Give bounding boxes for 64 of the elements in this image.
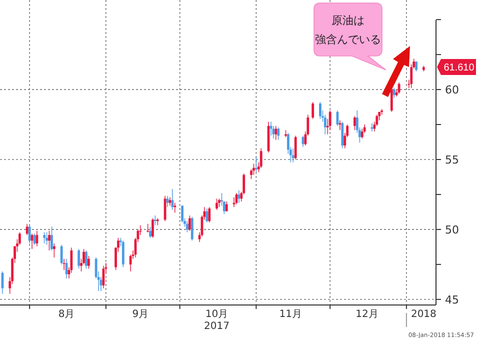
x-tick-label: 12月 <box>356 309 378 320</box>
annotation: 強含んでいる <box>315 33 381 46</box>
candlestick <box>238 190 240 204</box>
candlestick <box>129 254 132 272</box>
candlestick <box>328 110 332 131</box>
y-tick-label: 50 <box>445 223 459 236</box>
candlestick <box>360 128 364 140</box>
x-tick-label: 11月 <box>279 309 302 320</box>
candlestick <box>274 125 278 140</box>
candlestick <box>149 226 152 238</box>
annotation: 原油は <box>332 14 364 27</box>
candlestick <box>60 244 63 265</box>
candlestick <box>254 156 258 173</box>
x-tick-label: 9月 <box>132 309 149 320</box>
candlestick <box>78 248 80 270</box>
annotation: 61.610 <box>444 62 475 74</box>
candlestick <box>50 226 53 251</box>
candlestick <box>390 88 393 112</box>
candlestick <box>85 250 88 270</box>
candlestick <box>188 214 191 232</box>
candlestick <box>48 230 50 251</box>
y-tick-label: 55 <box>445 153 459 166</box>
candlestick <box>206 208 208 223</box>
candlestick <box>87 256 90 270</box>
candlestick <box>171 188 174 210</box>
candlestick <box>252 163 255 176</box>
y-tick-label: 60 <box>445 84 459 97</box>
candlestick <box>152 218 154 238</box>
candlestick <box>46 232 48 246</box>
candlestick <box>26 223 28 236</box>
x-tick-label: 2018 <box>410 309 436 320</box>
candlestick <box>324 114 326 135</box>
candlestick <box>294 135 297 160</box>
candlestick <box>154 214 156 226</box>
candlestick <box>174 202 176 214</box>
y-tick-label: 45 <box>445 293 459 306</box>
candlestick <box>319 102 322 120</box>
candlestick <box>216 198 218 210</box>
candlestick <box>232 196 236 208</box>
candlestick <box>122 240 124 268</box>
candlestick <box>43 232 46 244</box>
candlestick <box>415 61 418 72</box>
candlestick <box>36 230 38 247</box>
x-tick-label: 8月 <box>58 309 75 320</box>
candlestick <box>398 82 400 94</box>
x-tick-label: 10月 2017 <box>204 309 230 332</box>
candlestick <box>312 102 314 120</box>
candlestick <box>354 116 356 131</box>
candlestick <box>225 200 228 212</box>
candlestick <box>62 258 66 271</box>
candlestick <box>208 206 211 223</box>
candlestick <box>181 205 184 223</box>
candlestick <box>28 224 31 244</box>
candlestick <box>392 88 396 98</box>
candlestick <box>292 148 294 163</box>
candlestick <box>272 125 275 140</box>
candlestick <box>166 195 169 208</box>
candlestick <box>260 148 262 168</box>
candlestick <box>190 216 194 242</box>
candlestick <box>338 120 342 131</box>
candlestick <box>186 220 188 233</box>
candlestick <box>341 121 344 149</box>
candlestick <box>52 242 56 258</box>
candlestick <box>277 126 280 140</box>
